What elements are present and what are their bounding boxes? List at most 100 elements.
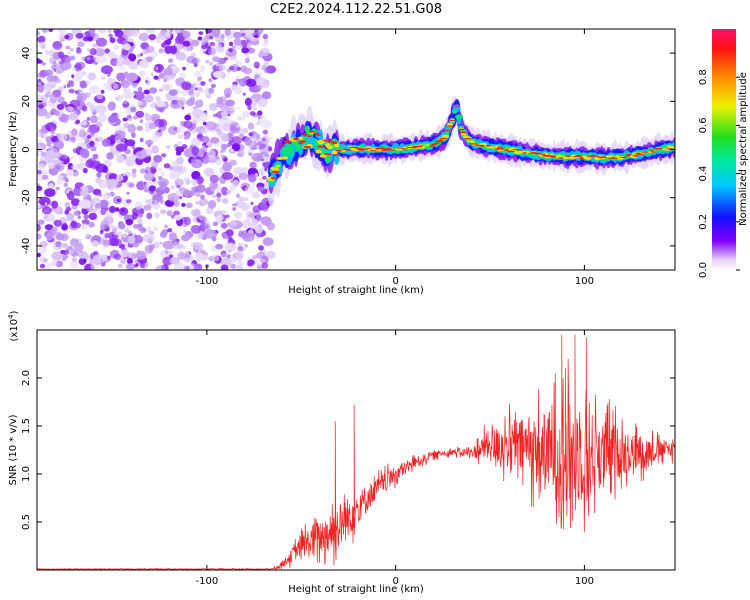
ridge-cell xyxy=(271,167,280,172)
noise-blob xyxy=(69,112,78,120)
noise-blob xyxy=(195,191,201,198)
noise-blob xyxy=(261,65,267,71)
noise-blob xyxy=(173,200,180,208)
colorbar-tick-label: 0.4 xyxy=(698,166,709,182)
noise-blob xyxy=(132,115,138,120)
noise-blob xyxy=(241,111,250,118)
noise-blob xyxy=(50,232,56,237)
noise-blob xyxy=(162,240,175,250)
noise-blob xyxy=(177,134,184,139)
noise-blob xyxy=(252,255,258,260)
ridge-cell xyxy=(303,146,312,148)
y-tick-label: 20 xyxy=(21,95,32,108)
noise-blob xyxy=(152,116,157,122)
noise-blob xyxy=(65,57,72,64)
noise-blob xyxy=(192,242,204,251)
ridge-cell xyxy=(434,140,443,143)
noise-blob xyxy=(173,262,186,270)
noise-blob xyxy=(37,71,46,79)
noise-blob xyxy=(191,39,200,47)
noise-blob xyxy=(57,96,65,104)
noise-blob xyxy=(209,41,216,47)
signal-ridge xyxy=(267,95,675,207)
noise-blob xyxy=(101,138,111,147)
noise-blob xyxy=(86,71,97,81)
noise-blob xyxy=(55,241,62,248)
x-tick-label: 0 xyxy=(392,576,398,587)
noise-blob xyxy=(176,157,184,165)
noise-blob xyxy=(81,143,88,149)
noise-blob xyxy=(78,92,88,102)
noise-blob xyxy=(88,85,100,94)
noise-blob xyxy=(63,182,69,188)
noise-blob xyxy=(261,91,272,100)
noise-blob xyxy=(68,80,74,85)
noise-blob xyxy=(149,179,158,186)
noise-blob xyxy=(262,41,268,47)
noise-blob xyxy=(258,178,264,182)
ridge-cell xyxy=(558,157,564,159)
noise-blob xyxy=(197,218,201,223)
noise-blob xyxy=(163,67,173,76)
noise-blob xyxy=(149,104,153,108)
noise-blob xyxy=(37,58,41,64)
x-tick-label: 100 xyxy=(575,276,594,287)
noise-blob xyxy=(214,256,220,261)
noise-blob xyxy=(168,89,178,96)
noise-blob xyxy=(149,87,158,94)
noise-blob xyxy=(238,78,247,87)
x-tick-label: 100 xyxy=(575,576,594,587)
noise-blob xyxy=(176,184,181,189)
ridge-cell xyxy=(307,135,312,137)
noise-blob xyxy=(182,40,191,47)
noise-blob xyxy=(171,196,174,200)
noise-blob xyxy=(183,45,192,52)
noise-blob xyxy=(221,115,227,120)
noise-blob xyxy=(208,87,215,94)
noise-blob xyxy=(51,251,64,261)
noise-blob xyxy=(203,113,207,117)
noise-blob xyxy=(192,263,203,270)
noise-blob xyxy=(49,94,58,104)
noise-blob xyxy=(95,37,108,47)
noise-blob xyxy=(108,238,119,247)
noise-blob xyxy=(221,123,231,132)
noise-blob xyxy=(62,243,69,249)
noise-blob xyxy=(107,115,118,123)
noise-blob xyxy=(253,107,257,111)
chart-title: C2E2.2024.112.22.51.G08 xyxy=(269,2,443,17)
noise-blob xyxy=(248,173,257,183)
noise-blob xyxy=(183,120,193,129)
noise-blob xyxy=(233,37,242,46)
noise-blob xyxy=(184,136,188,140)
ridge-cell xyxy=(646,151,653,154)
noise-blob xyxy=(236,193,240,198)
noise-blob xyxy=(231,136,243,145)
noise-blob xyxy=(114,135,126,144)
ridge-cell xyxy=(522,152,527,154)
noise-blob xyxy=(182,189,191,198)
noise-blob xyxy=(61,257,66,262)
noise-blob xyxy=(41,29,49,34)
ridge-cell xyxy=(468,143,477,145)
ridge-cell xyxy=(308,130,316,133)
x-tick-label: -100 xyxy=(196,276,219,287)
noise-blob xyxy=(100,229,104,234)
y-tick-label: -40 xyxy=(21,238,32,254)
noise-blob xyxy=(70,220,78,229)
noise-blob xyxy=(42,83,53,92)
noise-blob xyxy=(181,202,186,207)
noise-blob xyxy=(82,223,88,228)
noise-blob xyxy=(188,190,196,196)
noise-blob xyxy=(240,202,252,211)
noise-blob xyxy=(44,202,48,206)
noise-blob xyxy=(167,228,173,233)
noise-blob xyxy=(156,100,166,108)
noise-blob xyxy=(88,212,98,220)
noise-blob xyxy=(45,210,50,214)
ridge-cell xyxy=(317,139,325,145)
noise-blob xyxy=(169,45,177,54)
noise-blob xyxy=(174,178,184,187)
noise-blob xyxy=(212,221,219,226)
noise-blob xyxy=(121,58,131,66)
